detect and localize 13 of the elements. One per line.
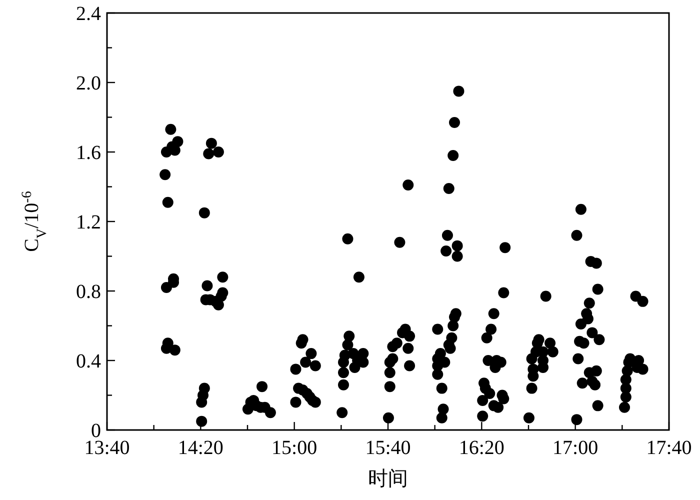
y-tick-label: 1.2 [76,212,101,234]
x-tick-label: 15:40 [365,437,411,459]
y-tick-label: 0.4 [76,350,101,372]
x-tick-label: 17:40 [646,437,692,459]
y-tick-label: 2.4 [76,3,101,25]
y-tick-label: 2.0 [76,72,101,94]
x-tick-label: 16:20 [458,437,504,459]
x-tick-label: 15:00 [272,437,318,459]
y-tick-label: 1.6 [76,142,101,164]
y-tick-label: 0.8 [76,281,101,303]
x-tick-label: 14:20 [178,437,224,459]
x-axis-title: 时间 [368,468,408,490]
x-tick-label: 17:00 [552,437,598,459]
